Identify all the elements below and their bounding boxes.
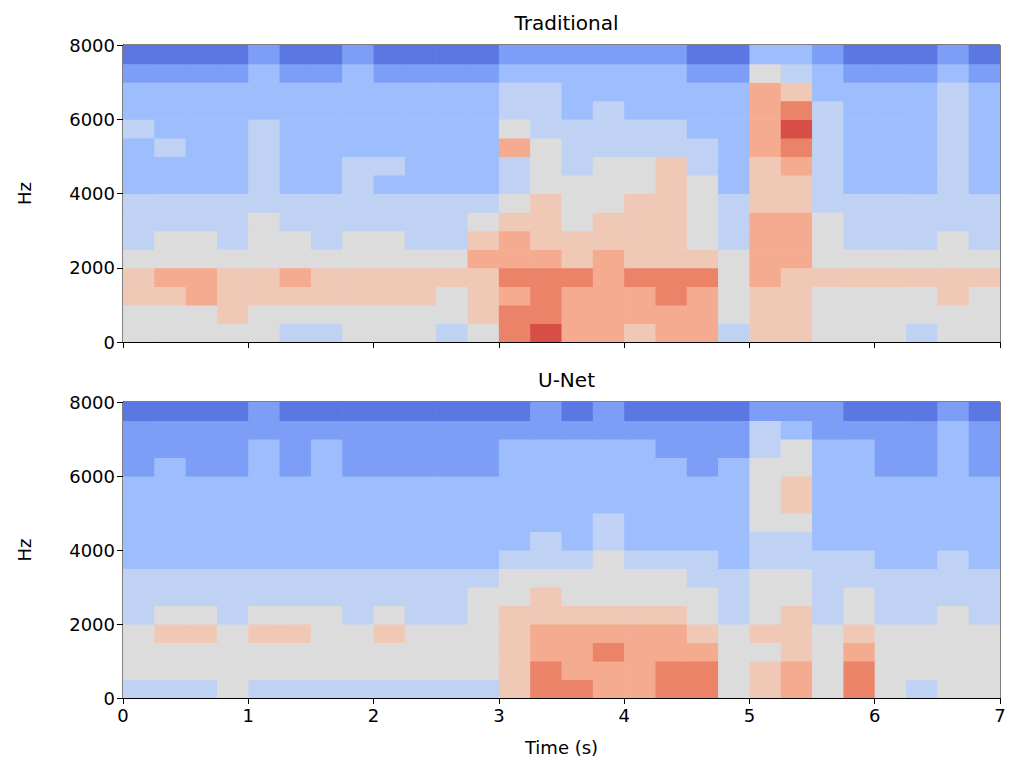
svg-text:0: 0 bbox=[117, 705, 128, 726]
svg-text:4000: 4000 bbox=[69, 540, 115, 561]
svg-text:U-Net: U-Net bbox=[538, 368, 595, 392]
svg-text:5: 5 bbox=[744, 705, 755, 726]
svg-text:8000: 8000 bbox=[69, 392, 115, 413]
svg-text:2: 2 bbox=[368, 705, 379, 726]
svg-text:3: 3 bbox=[493, 705, 504, 726]
svg-text:Hz: Hz bbox=[14, 182, 35, 205]
svg-text:Traditional: Traditional bbox=[513, 11, 618, 35]
svg-text:4: 4 bbox=[618, 705, 629, 726]
svg-text:0: 0 bbox=[104, 688, 115, 709]
svg-text:2000: 2000 bbox=[69, 257, 115, 278]
svg-text:6000: 6000 bbox=[69, 466, 115, 487]
svg-text:8000: 8000 bbox=[69, 35, 115, 56]
svg-text:7: 7 bbox=[994, 705, 1005, 726]
svg-text:6: 6 bbox=[869, 705, 880, 726]
svg-text:Time (s): Time (s) bbox=[524, 737, 598, 758]
svg-text:2000: 2000 bbox=[69, 614, 115, 635]
svg-text:6000: 6000 bbox=[69, 109, 115, 130]
svg-text:4000: 4000 bbox=[69, 183, 115, 204]
svg-text:Hz: Hz bbox=[14, 539, 35, 562]
svg-text:0: 0 bbox=[104, 332, 115, 353]
svg-text:1: 1 bbox=[243, 705, 254, 726]
